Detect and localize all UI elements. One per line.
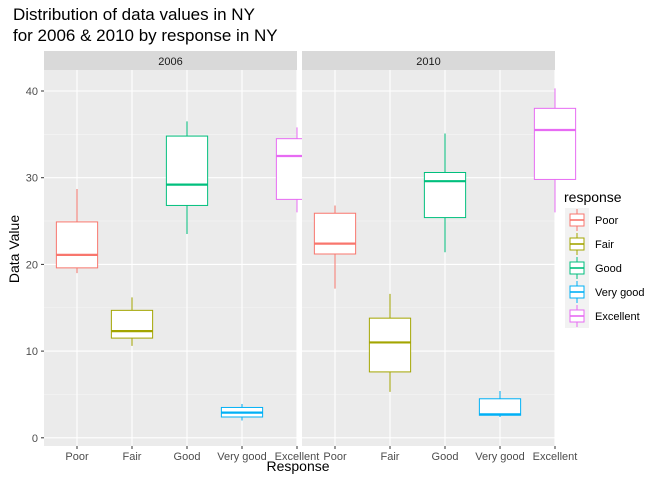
chart-title-line-1: Distribution of data values in NY — [13, 5, 255, 24]
chart-title-line-2: for 2006 & 2010 by response in NY — [13, 26, 278, 45]
legend-entry-very-good: Very good — [565, 280, 645, 304]
y-axis-title: Data Value — [6, 215, 22, 283]
box-very-good-2006 — [220, 403, 264, 421]
box-fair-2010 — [368, 293, 412, 392]
legend: response Poor Fair Good Very good Excellent — [564, 189, 645, 328]
y-tick-label: 10 — [26, 346, 38, 358]
box-poor-2010 — [313, 205, 357, 289]
legend-label: Good — [595, 263, 622, 275]
box-iqr — [110, 309, 154, 339]
legend-label: Excellent — [595, 311, 640, 323]
legend-entry-poor: Poor — [565, 208, 619, 232]
x-tick-label: Very good — [475, 451, 525, 463]
x-tick-label: Good — [174, 451, 201, 463]
x-tick-label: Good — [432, 451, 459, 463]
panel-2010: 2010 — [302, 51, 577, 446]
facet-panels: 2006 2010 — [44, 51, 577, 446]
legend-label: Very good — [595, 287, 645, 299]
y-axis: 0 10 20 30 40 — [26, 86, 44, 445]
box-iqr — [313, 212, 357, 255]
box-iqr — [478, 398, 522, 416]
x-axis: Poor Fair Good Very good Excellent Poor Fair Go… — [65, 446, 577, 463]
legend-entry-excellent: Excellent — [565, 304, 640, 328]
panel-background — [302, 70, 555, 446]
y-tick-label: 40 — [26, 86, 38, 98]
x-tick-label: Excellent — [533, 451, 578, 463]
y-tick-label: 30 — [26, 173, 38, 185]
x-tick-label: Fair — [123, 451, 142, 463]
x-tick-label: Fair — [381, 451, 400, 463]
legend-title: response — [564, 189, 622, 205]
box-good-2006 — [165, 121, 209, 235]
box-iqr — [368, 317, 412, 373]
box-poor-2006 — [55, 188, 99, 274]
panel-2006: 2006 — [44, 51, 319, 446]
box-iqr — [165, 135, 209, 206]
x-tick-label: Excellent — [275, 451, 320, 463]
box-iqr — [533, 107, 577, 180]
box-excellent-2010 — [533, 88, 577, 213]
facet-strip-label: 2010 — [416, 56, 440, 68]
facet-strip-label: 2006 — [158, 56, 182, 68]
x-tick-label: Poor — [323, 451, 347, 463]
legend-entry-fair: Fair — [565, 232, 614, 256]
legend-entry-good: Good — [565, 256, 622, 280]
y-tick-label: 20 — [26, 259, 38, 271]
x-tick-label: Poor — [65, 451, 89, 463]
facet-strip-2006 — [44, 51, 297, 70]
y-tick-label: 0 — [32, 433, 38, 445]
legend-label: Fair — [595, 239, 614, 251]
legend-label: Poor — [595, 215, 619, 227]
box-good-2010 — [423, 133, 467, 253]
box-fair-2006 — [110, 297, 154, 346]
facet-strip-2010 — [302, 51, 555, 70]
box-iqr — [423, 171, 467, 219]
x-tick-label: Very good — [217, 451, 267, 463]
box-iqr — [55, 221, 99, 269]
box-very-good-2010 — [478, 390, 522, 417]
x-axis-title: Response — [266, 458, 329, 474]
